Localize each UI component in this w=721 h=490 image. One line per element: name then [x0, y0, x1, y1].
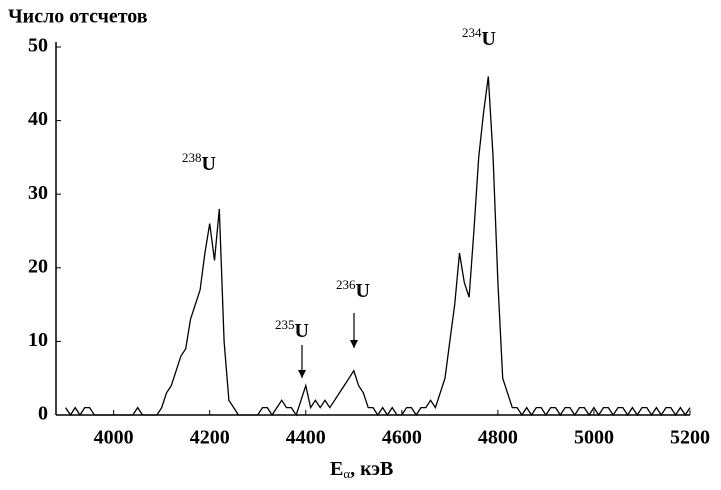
- peak-label-sup: 235: [275, 317, 295, 332]
- x-axis-title: Eα, кэВ: [330, 458, 393, 481]
- x-tick-label: 4600: [382, 427, 422, 449]
- x-tick-label: 5000: [574, 427, 614, 449]
- peak-label-sup: 234: [462, 25, 482, 40]
- peak-label-text: U: [202, 153, 216, 175]
- x-label-main: E: [330, 458, 343, 480]
- peak-label-text: U: [295, 320, 309, 342]
- peak-label-sup: 238: [182, 150, 202, 165]
- y-tick-label: 50: [28, 35, 48, 57]
- y-tick-label: 30: [28, 182, 48, 204]
- y-tick-label: 10: [28, 329, 48, 351]
- peak-label-sup: 236: [336, 277, 356, 292]
- y-tick-label: 40: [28, 108, 48, 130]
- y-axis-title: Число отсчетов: [8, 6, 148, 28]
- x-tick-label: 4000: [94, 427, 134, 449]
- arrow-head: [350, 340, 358, 348]
- y-tick-label: 20: [28, 255, 48, 277]
- peak-label-text: U: [482, 28, 496, 50]
- x-tick-label: 4400: [286, 427, 326, 449]
- peak-label: 235U: [275, 317, 309, 342]
- spectrum-line: [65, 76, 691, 417]
- peak-label: 238U: [182, 150, 216, 175]
- x-tick-label: 4800: [478, 427, 518, 449]
- x-tick-label: 5200: [670, 427, 710, 449]
- x-tick-label: 4200: [190, 427, 230, 449]
- peak-label-text: U: [356, 280, 370, 302]
- peak-label: 236U: [336, 277, 370, 302]
- x-label-rest: , кэВ: [350, 458, 393, 480]
- arrow-head: [298, 370, 306, 378]
- peak-label: 234U: [462, 25, 496, 50]
- y-tick-label: 0: [38, 403, 48, 425]
- x-label-sub: α: [343, 466, 350, 481]
